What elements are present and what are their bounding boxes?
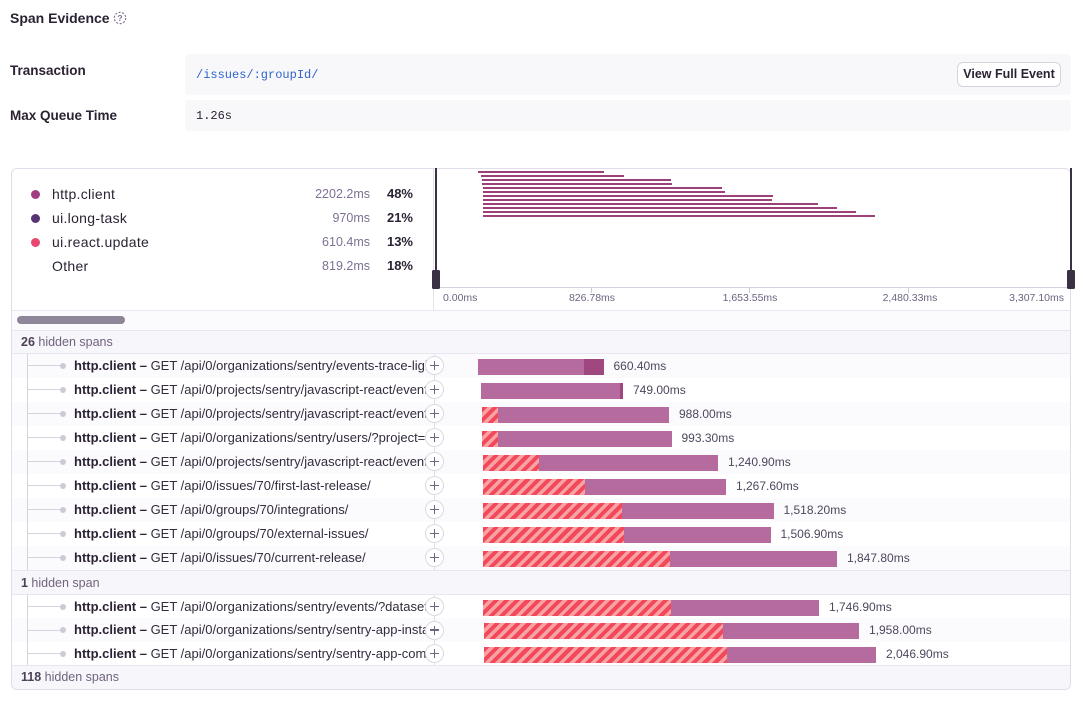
svg-text:?: ? xyxy=(117,13,122,23)
